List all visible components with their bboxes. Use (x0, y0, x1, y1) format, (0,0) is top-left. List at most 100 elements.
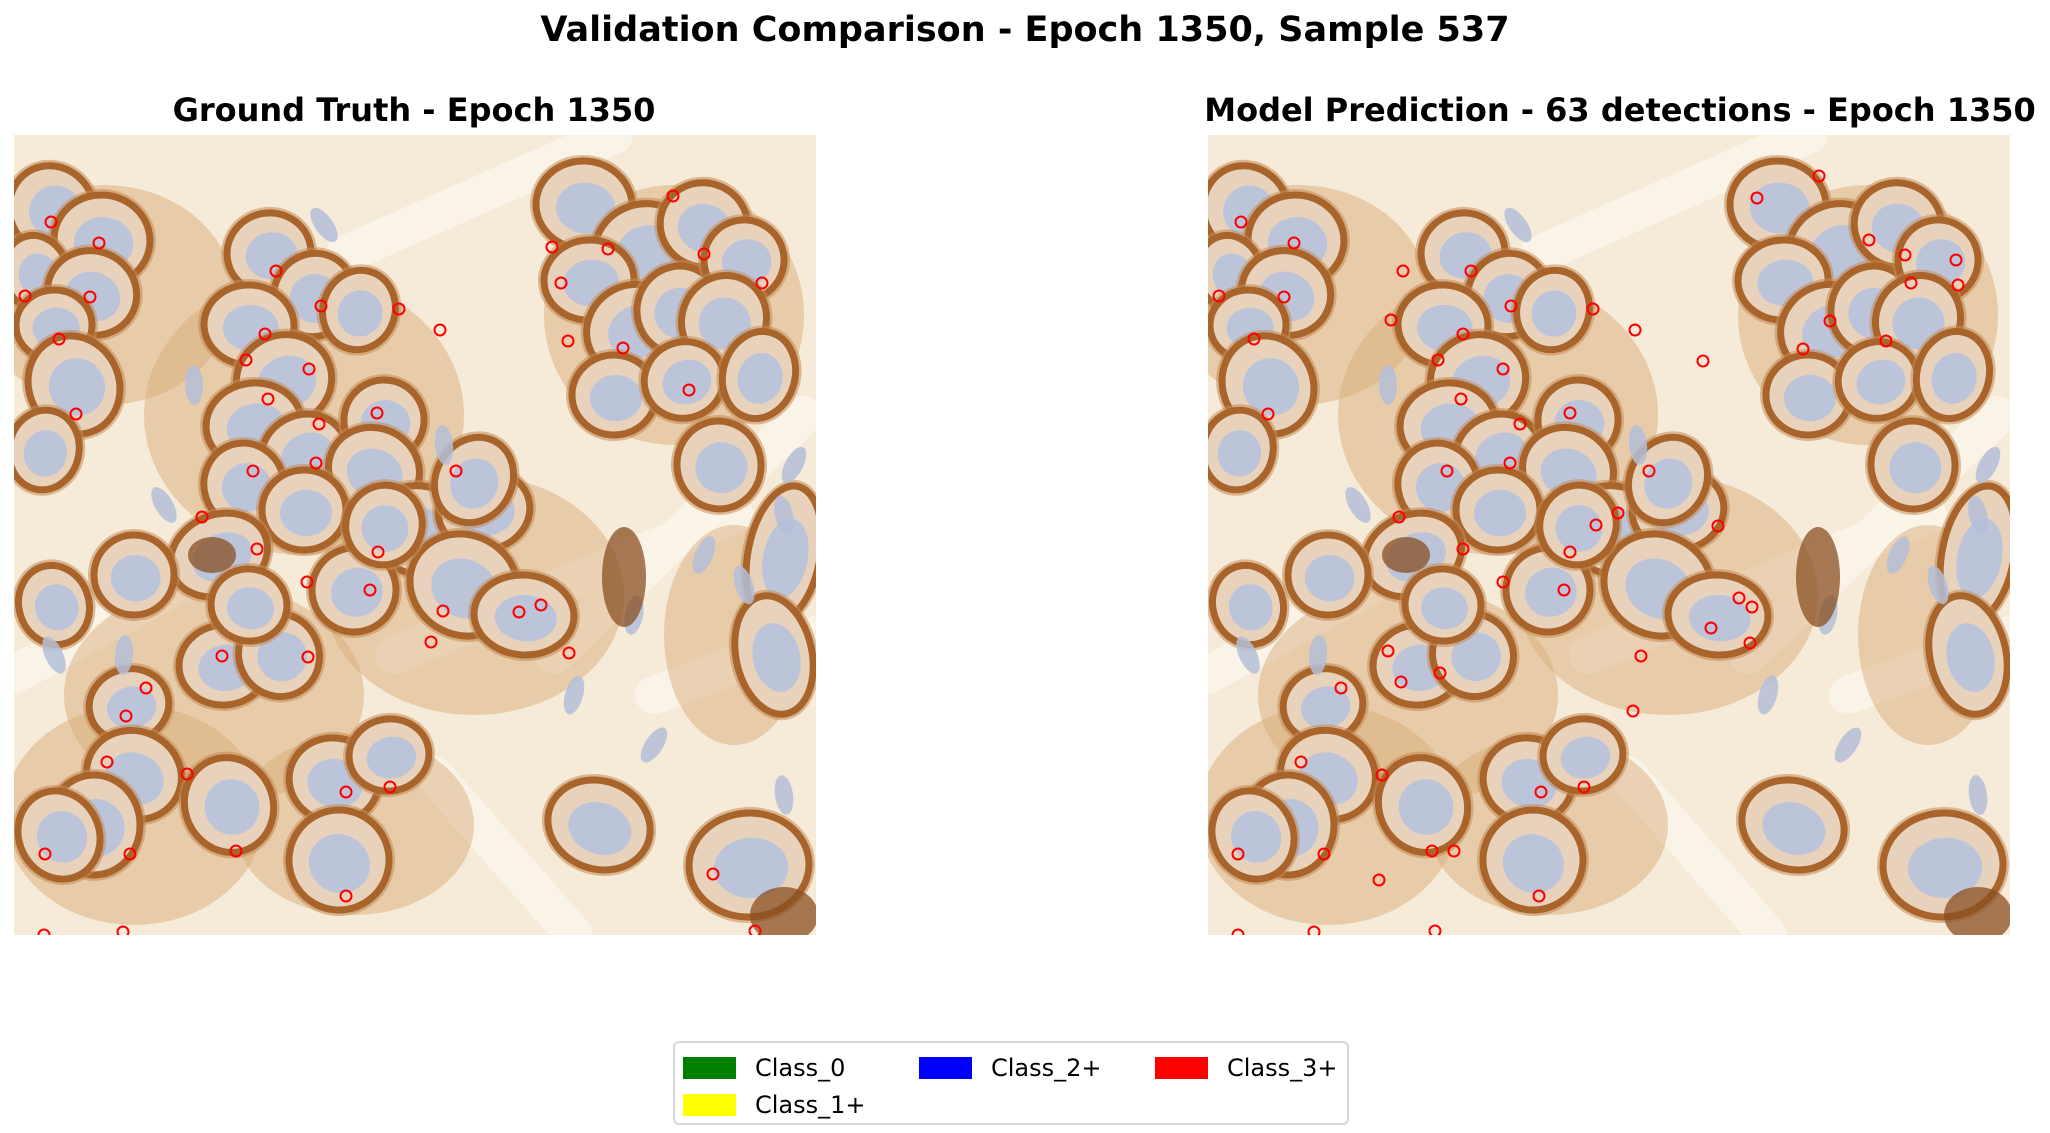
cell-nucleus (568, 802, 632, 855)
stromal-nucleus (310, 207, 338, 243)
tumor-cell (1832, 335, 1924, 425)
cell-nucleus (494, 594, 557, 642)
stromal-nucleus (1504, 207, 1532, 243)
prediction-marker-class-3 (1277, 290, 1291, 304)
cell-nucleus (1762, 802, 1826, 855)
stromal-nucleus (184, 365, 204, 405)
stromal-nucleus (42, 636, 66, 674)
stromal-nucleus (151, 487, 177, 523)
tumor-cell (1282, 529, 1374, 621)
prediction-marker-class-3 (1392, 510, 1406, 524)
model-prediction-image (1208, 135, 2010, 935)
cell-nucleus (308, 834, 370, 894)
prediction-marker-class-3 (1396, 264, 1410, 278)
cell-nucleus (1956, 518, 2003, 599)
dark-stain (602, 527, 646, 627)
legend-label-class-3: Class_3+ (1227, 1054, 1338, 1082)
cell-nucleus (1421, 587, 1469, 630)
prediction-marker-class-3 (1879, 334, 1893, 348)
dark-stain (1944, 887, 2010, 935)
stromal-nucleus (640, 727, 668, 763)
tumor-cell (1910, 325, 1996, 425)
ground-truth-marker-class-3 (748, 924, 762, 935)
cell-nucleus (1644, 458, 1693, 509)
stromal-nucleus (774, 775, 794, 815)
tumor-cell (256, 463, 352, 557)
ground-truth-marker-class-3 (392, 302, 406, 316)
ground-truth-image (14, 135, 816, 935)
tumor-cell (14, 559, 96, 651)
tumor-cell (1510, 264, 1596, 356)
ground-truth-marker-class-3 (545, 240, 559, 254)
ground-truth-marker-class-3 (38, 847, 52, 861)
ground-truth-marker-class-3 (682, 383, 696, 397)
ground-truth-marker-class-3 (139, 681, 153, 695)
ground-truth-marker-class-3 (261, 392, 275, 406)
prediction-marker-class-3 (1823, 314, 1837, 328)
tumor-cell (1372, 751, 1474, 859)
ground-truth-marker-class-3 (561, 334, 575, 348)
ground-truth-marker-class-3 (433, 323, 447, 337)
prediction-marker-class-3 (1898, 248, 1912, 262)
prediction-marker-class-3 (1750, 191, 1764, 205)
prediction-marker-class-3 (1394, 675, 1408, 689)
tumor-cell (1537, 712, 1629, 798)
stromal-nucleus (1886, 536, 1910, 574)
ground-truth-marker-class-3 (239, 353, 253, 367)
stromal-nucleus (1236, 636, 1260, 674)
prediction-marker-class-3 (1212, 289, 1226, 303)
ground-truth-marker-class-3 (562, 646, 576, 660)
ground-truth-marker-class-3 (37, 928, 51, 935)
prediction-marker-class-3 (1425, 844, 1439, 858)
prediction-marker-class-3 (1949, 253, 1963, 267)
stromal-nucleus (774, 495, 794, 535)
prediction-marker-class-3 (1261, 407, 1275, 421)
cell-nucleus (331, 567, 383, 617)
prediction-marker-class-3 (1589, 518, 1603, 532)
stromal-nucleus (1927, 565, 1949, 605)
ground-truth-marker-class-3 (371, 545, 385, 559)
ground-truth-marker-class-3 (180, 767, 194, 781)
ground-truth-marker-class-3 (300, 575, 314, 589)
tumor-cell (343, 712, 435, 798)
stromal-nucleus (733, 565, 755, 605)
ground-truth-tissue-image (14, 135, 816, 935)
tumor-cell (316, 264, 402, 356)
legend-label-class-1: Class_1+ (755, 1091, 866, 1119)
cell-nucleus (204, 779, 260, 835)
ground-truth-marker-class-3 (195, 510, 209, 524)
prediction-marker-class-3 (1611, 506, 1625, 520)
cell-nucleus (752, 623, 801, 692)
stromal-nucleus (1975, 446, 2001, 484)
stroma-region (1609, 756, 1787, 935)
prediction-marker-class-3 (1904, 276, 1918, 290)
cell-nucleus (1228, 584, 1273, 631)
cell-nucleus (34, 584, 79, 631)
tumor-cell (205, 562, 293, 648)
legend-swatch-class-1 (683, 1094, 736, 1116)
dark-stain (750, 887, 816, 935)
prediction-marker-class-3 (1456, 327, 1470, 341)
ground-truth-marker-class-3 (258, 327, 272, 341)
legend-item-class-3: Class_3+ (1155, 1053, 1338, 1083)
prediction-marker-class-3 (1381, 644, 1395, 658)
prediction-marker-class-3 (1577, 780, 1591, 794)
cell-nucleus (361, 505, 409, 552)
prediction-marker-class-3 (1287, 236, 1301, 250)
cell-nucleus (589, 374, 642, 422)
prediction-marker-class-3 (1375, 768, 1389, 782)
ground-truth-marker-class-3 (666, 189, 680, 203)
ground-truth-marker-class-3 (697, 247, 711, 261)
cell-nucleus (48, 358, 106, 416)
prediction-marker-class-3 (1317, 847, 1331, 861)
ground-truth-marker-class-3 (755, 276, 769, 290)
stromal-nucleus (563, 675, 585, 715)
figure-title: Validation Comparison - Epoch 1350, Samp… (540, 10, 1510, 50)
tumor-cell (1208, 559, 1290, 651)
stromal-nucleus (434, 425, 454, 465)
tumor-cell (1399, 562, 1487, 648)
model-prediction-title: Model Prediction - 63 detections - Epoch… (1204, 91, 2036, 129)
stroma-region (1519, 135, 1827, 274)
cell-nucleus (337, 290, 383, 337)
cell-nucleus (1555, 505, 1603, 552)
